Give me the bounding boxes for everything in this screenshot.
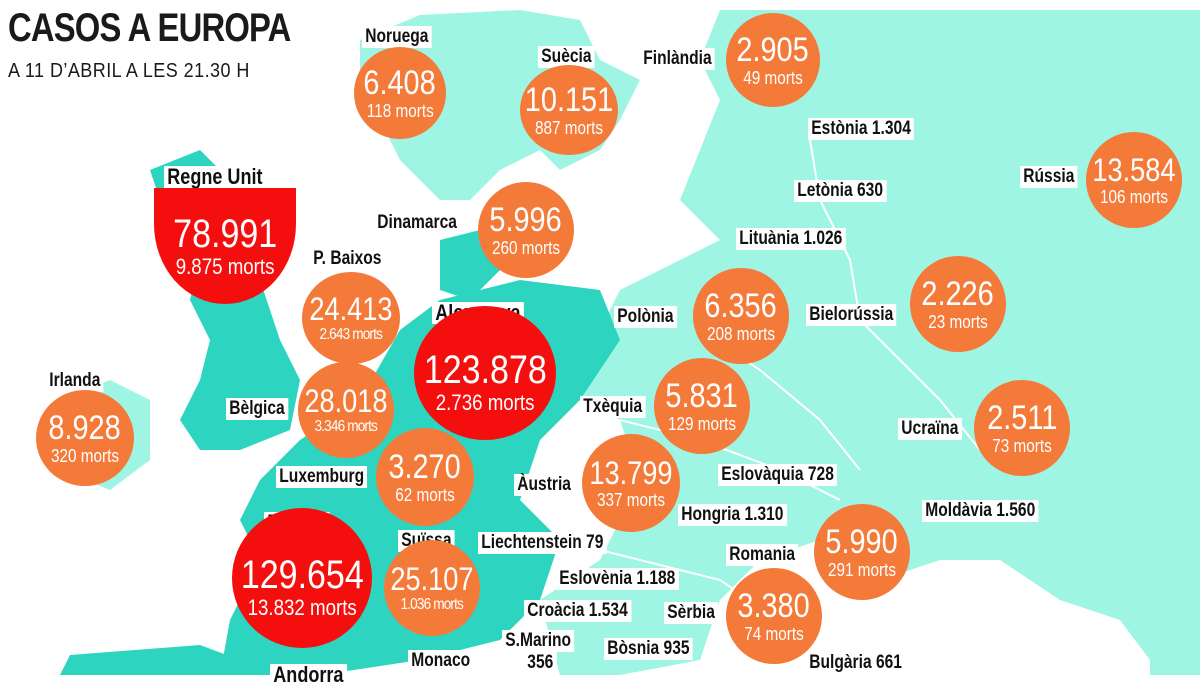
bubble-bielorussia: 2.226 23 morts <box>910 256 1006 352</box>
deaths-value: 320 morts <box>50 446 120 466</box>
cases-value: 3.380 <box>737 587 811 625</box>
cases-value: 123.878 <box>423 348 547 392</box>
deaths-value: 2.736 morts <box>435 390 535 415</box>
cases-value: 5.996 <box>489 201 563 239</box>
cases-value: 2.226 <box>921 275 995 313</box>
cases-value: 24.413 <box>309 291 393 327</box>
bubble-polonia: 6.356 208 morts <box>693 268 789 364</box>
cases-value: 6.356 <box>704 287 778 325</box>
deaths-value: 73 morts <box>992 436 1052 456</box>
deaths-value: 13.832 morts <box>247 595 357 620</box>
country-label-finlandia: Finlàndia <box>640 48 715 70</box>
country-label-regne-unit: Regne Unit <box>164 166 266 188</box>
deaths-value: 2.643 morts <box>319 326 383 343</box>
country-label-ucraina: Ucraïna <box>898 418 962 440</box>
country-label-russia: Rússia <box>1020 166 1078 188</box>
cases-value: 2.905 <box>736 31 810 69</box>
bubble-noruega: 6.408 118 morts <box>354 47 446 139</box>
label-andorra: Andorra <box>270 664 347 686</box>
deaths-value: 23 morts <box>928 312 988 332</box>
deaths-value: 118 morts <box>366 101 434 121</box>
land-iberia <box>60 645 240 675</box>
bubble-belgica: 28.018 3.346 morts <box>298 362 394 458</box>
deaths-value: 106 morts <box>1099 187 1169 207</box>
deaths-value: 129 morts <box>667 414 737 434</box>
bubble-luxemburg: 3.270 62 morts <box>376 428 474 526</box>
country-label-dinamarca: Dinamarca <box>374 212 461 234</box>
deaths-value: 291 morts <box>827 560 897 580</box>
bubble-franca: 129.654 13.832 morts <box>232 508 372 648</box>
cases-value: 25.107 <box>390 561 474 597</box>
cases-value: 5.831 <box>665 377 739 415</box>
country-label-noruega: Noruega <box>362 26 432 48</box>
country-label-luxemburg: Luxemburg <box>276 466 368 488</box>
cases-value: 5.990 <box>825 523 899 561</box>
country-label-austria: Àustria <box>514 474 575 496</box>
cases-value: 78.991 <box>173 212 277 256</box>
label-eslovaquia: Eslovàquia 728 <box>718 464 838 486</box>
label-croacia: Croàcia 1.534 <box>524 600 632 622</box>
country-label-suecia: Suècia <box>538 46 595 68</box>
bubble-txequia: 5.831 129 morts <box>654 358 750 454</box>
page-title: CASOS A EUROPA <box>8 6 291 50</box>
deaths-value: 887 morts <box>534 118 604 138</box>
cases-value: 3.270 <box>388 448 462 486</box>
bubble-russia: 13.584 106 morts <box>1086 132 1182 228</box>
label-liechtenstein: Liechtenstein 79 <box>478 532 607 554</box>
label-san-marino-value: 356 <box>524 652 557 674</box>
country-label-irlanda: Irlanda <box>46 370 104 392</box>
bubble-suecia: 10.151 887 morts <box>520 65 618 155</box>
bubble-austria: 13.799 337 morts <box>582 434 680 532</box>
bubble-p-baixos: 24.413 2.643 morts <box>302 272 400 364</box>
country-label-bielorussia: Bielorússia <box>806 304 897 326</box>
cases-value: 13.584 <box>1092 152 1176 188</box>
deaths-value: 337 morts <box>596 490 666 510</box>
label-bulgaria: Bulgària 661 <box>806 652 906 674</box>
label-bosnia: Bòsnia 935 <box>604 638 693 660</box>
label-estonia: Estònia 1.304 <box>808 118 915 140</box>
bubble-serbia: 3.380 74 morts <box>726 568 822 664</box>
country-label-polonia: Polònia <box>614 306 677 328</box>
cases-value: 13.799 <box>589 455 673 491</box>
deaths-value: 9.875 morts <box>175 254 275 279</box>
deaths-value: 3.346 morts <box>314 418 378 435</box>
label-lituania: Lituània 1.026 <box>736 228 846 250</box>
deaths-value: 208 morts <box>706 324 776 344</box>
label-san-marino: S.Marino <box>502 630 575 652</box>
bubble-dinamarca: 5.996 260 morts <box>478 182 574 278</box>
cases-value: 6.408 <box>363 64 437 102</box>
bubble-suissa: 25.107 1.036 morts <box>384 540 480 636</box>
sea-black <box>860 560 1150 675</box>
deaths-value: 1.036 morts <box>400 596 464 613</box>
country-label-serbia: Sèrbia <box>664 602 719 624</box>
country-label-p-baixos: P. Baixos <box>310 248 385 270</box>
bubble-romania: 5.990 291 morts <box>814 504 910 600</box>
label-monaco: Monaco <box>408 650 474 672</box>
cases-value: 8.928 <box>48 409 122 447</box>
cases-value: 28.018 <box>304 383 388 419</box>
label-letonia: Letònia 630 <box>794 180 887 202</box>
deaths-value: 260 morts <box>491 238 561 258</box>
label-eslovenia: Eslovènia 1.188 <box>556 568 679 590</box>
deaths-value: 74 morts <box>744 624 804 644</box>
cases-value: 2.511 <box>986 399 1058 437</box>
bubble-irlanda: 8.928 320 morts <box>36 390 134 486</box>
deaths-value: 62 morts <box>395 485 455 505</box>
bubble-ucraina: 2.511 73 morts <box>974 380 1070 476</box>
cases-value: 10.151 <box>524 81 614 119</box>
bubble-finlandia: 2.905 49 morts <box>726 13 820 107</box>
deaths-value: 49 morts <box>743 68 803 88</box>
country-label-belgica: Bèlgica <box>226 398 288 420</box>
country-label-romania: Romania <box>726 544 799 566</box>
bubble-alemanya: 123.878 2.736 morts <box>414 306 556 440</box>
cases-value: 129.654 <box>240 553 364 597</box>
label-moldavia: Moldàvia 1.560 <box>922 500 1039 522</box>
country-label-txequia: Txèquia <box>580 396 646 418</box>
label-hongria: Hongria 1.310 <box>678 504 787 526</box>
page-subtitle: A 11 D’ABRIL A LES 21.30 H <box>8 60 250 82</box>
